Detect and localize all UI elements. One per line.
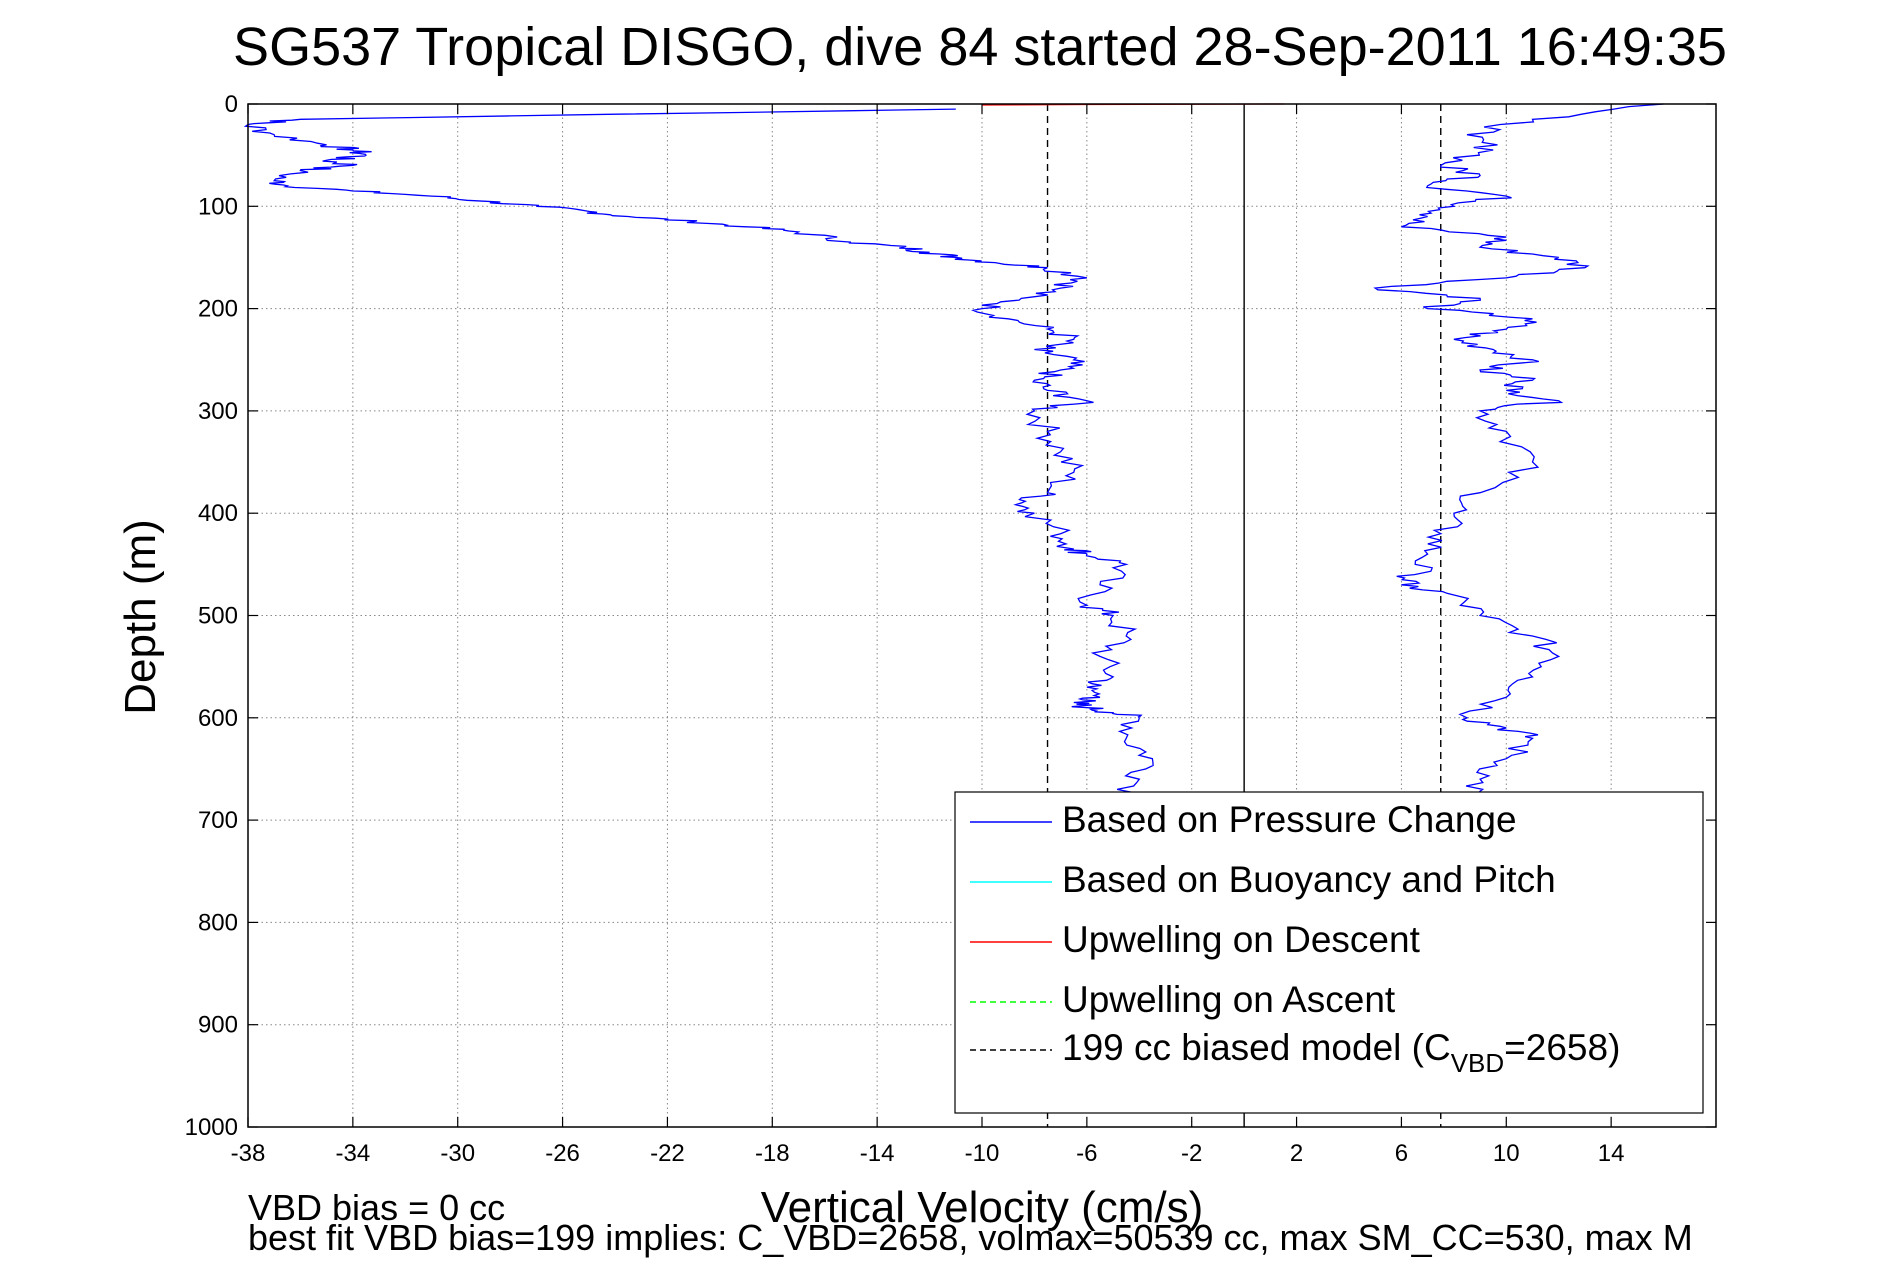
x-tick-label: -10 — [965, 1140, 1000, 1167]
x-axis-ticks: -38 -34 -30 -26 -22 -18 -14 -10 -6 -2 2 6 10 14 — [231, 104, 1625, 1167]
x-tick-label: 14 — [1598, 1140, 1625, 1167]
legend-label-main: 199 cc biased model (C — [1062, 1027, 1451, 1068]
legend-label-3: Upwelling on Ascent — [1062, 979, 1396, 1020]
x-tick-label: 2 — [1290, 1140, 1303, 1167]
x-tick-label: -18 — [755, 1140, 790, 1167]
y-tick-label: 800 — [198, 909, 238, 936]
x-tick-label: 10 — [1493, 1140, 1520, 1167]
legend-label-4: 199 cc biased model (CVBD=2658) — [1062, 1027, 1620, 1078]
y-tick-label: 700 — [198, 807, 238, 834]
x-tick-label: -22 — [650, 1140, 685, 1167]
legend-box — [954, 791, 1704, 1114]
x-tick-label: -38 — [231, 1140, 266, 1167]
y-tick-label: 1000 — [185, 1114, 238, 1141]
x-tick-label: -30 — [440, 1140, 475, 1167]
series-pressure-change-ascent-line — [1373, 103, 1664, 801]
y-tick-label: 600 — [198, 705, 238, 732]
legend-label-subscript: VBD — [1451, 1048, 1504, 1078]
legend-label-tail: =2658) — [1504, 1027, 1620, 1068]
legend-label-2: Upwelling on Descent — [1062, 919, 1421, 960]
x-tick-label: -6 — [1076, 1140, 1097, 1167]
annotation-vbd-bias: VBD bias = 0 cc — [248, 1187, 505, 1228]
y-axis-ticks: 0 100 200 300 400 500 600 700 800 900 1000 — [185, 91, 1716, 1141]
legend-label-1: Based on Buoyancy and Pitch — [1062, 859, 1556, 900]
x-tick-label: 6 — [1395, 1140, 1408, 1167]
chart-title: SG537 Tropical DISGO, dive 84 started 28… — [233, 17, 1727, 77]
x-tick-label: -34 — [336, 1140, 371, 1167]
series-pressure-change-descent-line — [243, 108, 1154, 801]
y-tick-label: 200 — [198, 296, 238, 323]
y-tick-label: 400 — [198, 500, 238, 527]
y-axis-label: Depth (m) — [116, 519, 165, 715]
y-tick-label: 0 — [225, 91, 238, 118]
y-tick-label: 500 — [198, 603, 238, 630]
x-tick-label: -14 — [860, 1140, 895, 1167]
legend: Based on Pressure Change Based on Buoyanc… — [954, 791, 1704, 1114]
x-tick-label: -2 — [1181, 1140, 1202, 1167]
annotation-best-fit: best fit VBD bias=199 implies: C_VBD=265… — [248, 1217, 1693, 1258]
x-tick-label: -26 — [545, 1140, 580, 1167]
legend-label-0: Based on Pressure Change — [1062, 799, 1517, 840]
y-tick-label: 300 — [198, 398, 238, 425]
x-axis-label: Vertical Velocity (cm/s) — [761, 1183, 1204, 1232]
y-tick-label: 900 — [198, 1012, 238, 1039]
y-tick-label: 100 — [198, 193, 238, 220]
